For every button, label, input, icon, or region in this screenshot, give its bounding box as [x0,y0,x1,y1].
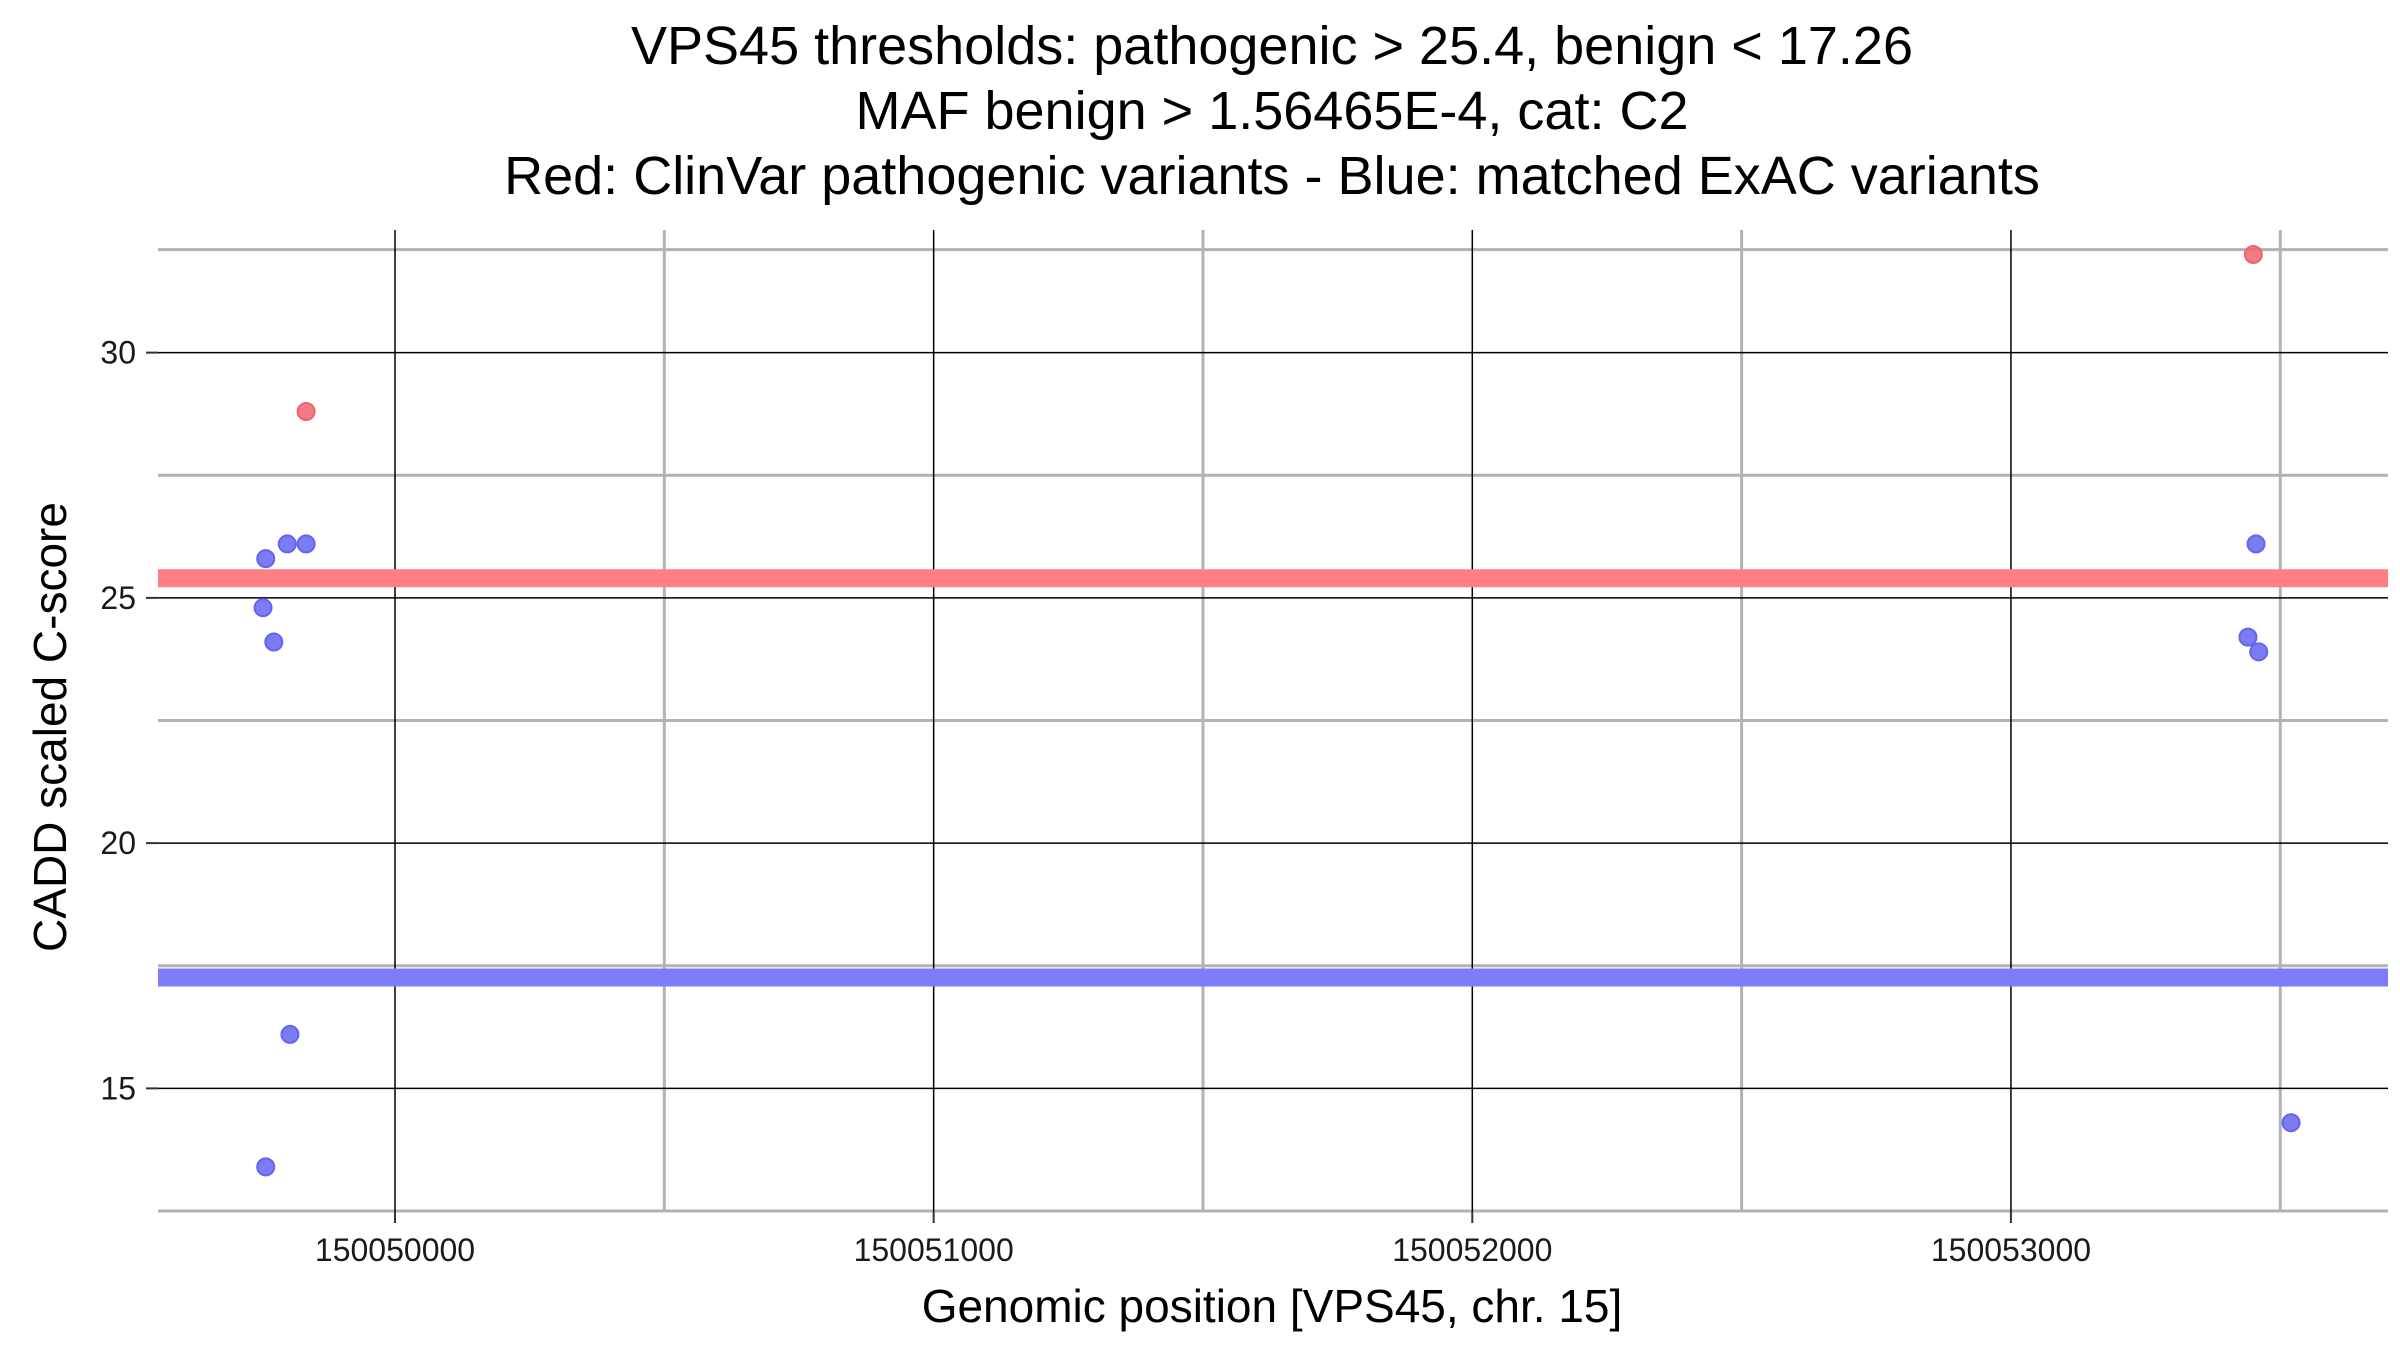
exac-point-2 [256,1157,276,1177]
minor-gridlines [158,230,2388,1213]
clinvar-point-0 [296,401,316,421]
exac-point-3 [264,632,284,652]
title-line-2: MAF benign > 1.56465E-4, cat: C2 [856,81,1689,141]
exac-point-6 [296,534,316,554]
y-tick-label-1: 20 [100,825,136,861]
exac-point-7 [2238,627,2258,647]
threshold-lines [158,569,2388,987]
clinvar-point-1 [2243,245,2263,265]
exac-point-5 [280,1024,300,1044]
x-tick-label-0: 150050000 [315,1232,475,1268]
exac-point-9 [2249,642,2269,662]
x-tick-label-3: 150053000 [1931,1232,2091,1268]
x-tick-label-2: 150052000 [1392,1232,1552,1268]
exac-point-1 [256,549,276,569]
y-axis-title: CADD scaled C-score [24,502,76,952]
y-axis: 15 20 25 30 [100,335,158,1106]
x-axis: 150050000 150051000 150052000 150053000 [315,1211,2091,1268]
exac-point-10 [2281,1113,2301,1133]
exac-point-4 [277,534,297,554]
major-gridlines [158,230,2388,1211]
exac-point-0 [253,598,273,618]
title-line-3: Red: ClinVar pathogenic variants - Blue:… [504,146,2040,206]
y-tick-label-2: 25 [100,580,136,616]
y-tick-label-3: 30 [100,335,136,371]
x-tick-label-1: 150051000 [854,1232,1014,1268]
chart-title: VPS45 thresholds: pathogenic > 25.4, ben… [504,16,2040,206]
x-axis-title: Genomic position [VPS45, chr. 15] [922,1280,1623,1332]
data-points [253,245,2301,1177]
title-line-1: VPS45 thresholds: pathogenic > 25.4, ben… [631,16,1913,76]
y-tick-label-0: 15 [100,1070,136,1106]
exac-point-8 [2246,534,2266,554]
